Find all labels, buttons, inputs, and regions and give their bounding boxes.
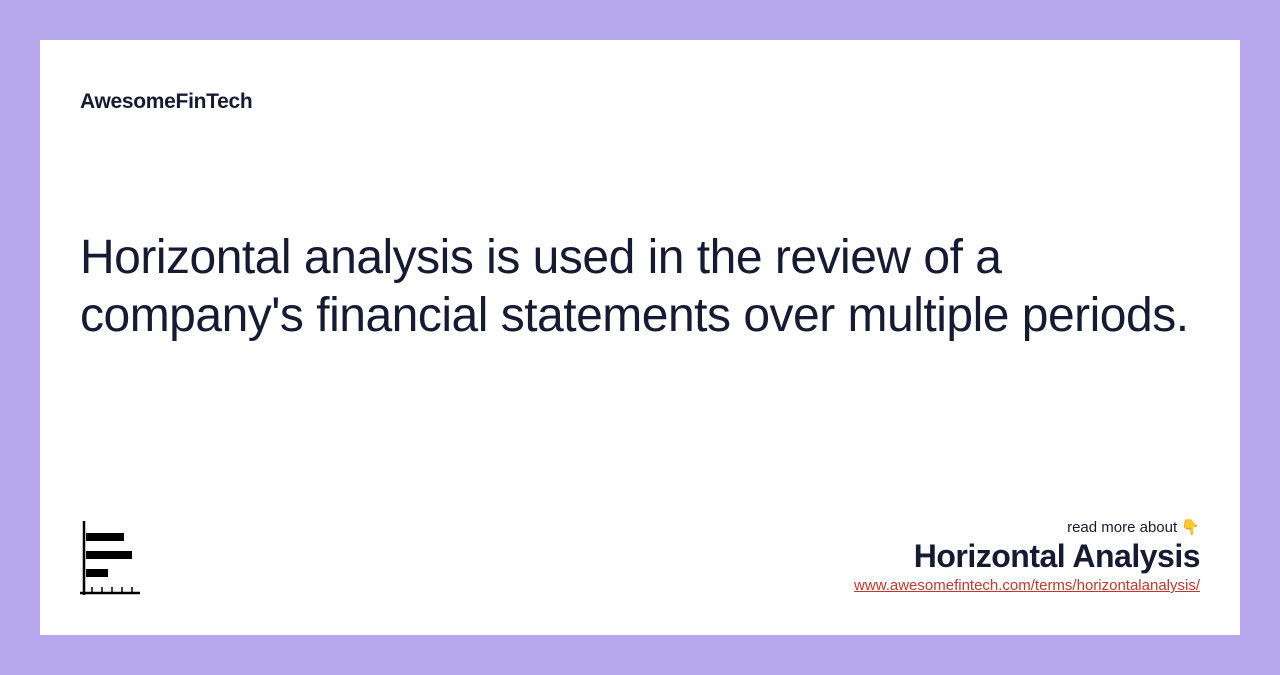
content-card: AwesomeFinTech Horizontal analysis is us… [40,40,1240,635]
read-more-label: read more about 👇 [854,518,1200,536]
read-more-block: read more about 👇 Horizontal Analysis ww… [854,518,1200,595]
term-definition: Horizontal analysis is used in the revie… [80,229,1200,344]
term-link[interactable]: www.awesomefintech.com/terms/horizontala… [854,577,1200,594]
brand-name: AwesomeFinTech [80,90,1200,114]
bar-chart-icon [80,521,140,595]
term-title: Horizontal Analysis [854,538,1200,575]
card-footer: read more about 👇 Horizontal Analysis ww… [80,518,1200,595]
